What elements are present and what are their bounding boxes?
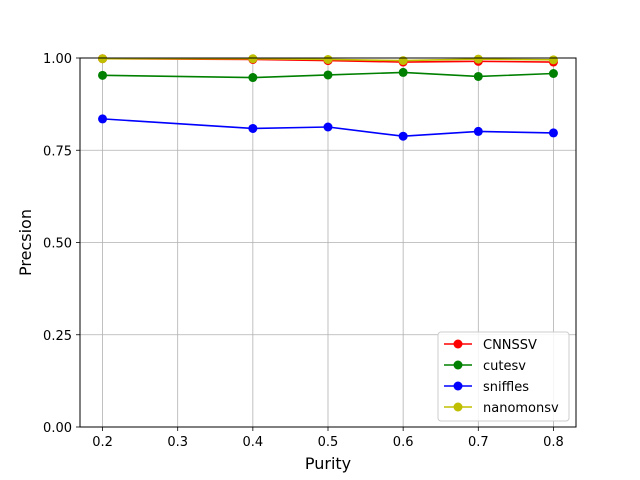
series-sniffles (98, 114, 558, 141)
y-tick-label: 0.50 (43, 237, 72, 252)
x-tick-label: 0.8 (543, 435, 564, 450)
legend-label-nanomonsv: nanomonsv (483, 401, 559, 416)
series-cutesv (98, 67, 558, 83)
legend-marker-cnnssv (453, 339, 463, 349)
series-line-cutesv (102, 71, 554, 79)
data-point-sniffles (548, 128, 558, 138)
y-tick-label: 0.00 (43, 421, 72, 436)
x-tick-label: 0.7 (468, 435, 489, 450)
legend-item-cutesv: cutesv (444, 359, 526, 374)
data-point-cutesv (473, 71, 483, 81)
data-point-nanomonsv (248, 54, 258, 64)
data-point-sniffles (398, 131, 408, 141)
axis-ticks: 0.2 0.3 0.4 0.5 0.6 0.7 0.8 0.00 0.25 0.50 0.75 1.0… (43, 52, 564, 450)
data-point-nanomonsv (323, 54, 333, 64)
x-tick-label: 0.3 (167, 435, 188, 450)
data-point-nanomonsv (98, 54, 108, 64)
data-point-sniffles (473, 126, 483, 136)
legend-item-sniffles: sniffles (444, 380, 529, 395)
legend-box (437, 331, 570, 422)
y-axis-label: Precsion (16, 209, 35, 276)
series-nanomonsv (98, 54, 558, 66)
y-tick-label: 0.75 (43, 144, 72, 159)
x-tick-label: 0.5 (318, 435, 339, 450)
data-point-cutesv (398, 67, 408, 77)
data-point-nanomonsv (473, 54, 483, 64)
legend-marker-nanomonsv (453, 402, 463, 412)
legend-marker-sniffles (453, 381, 463, 391)
legend-label-sniffles: sniffles (483, 380, 529, 395)
x-tick-label: 0.4 (243, 435, 264, 450)
legend-item-nanomonsv: nanomonsv (444, 401, 559, 416)
data-point-cutesv (548, 68, 558, 78)
legend-label-cnnssv: CNNSSV (483, 338, 537, 353)
data-point-sniffles (98, 114, 108, 124)
data-point-sniffles (323, 122, 333, 132)
x-tick-label: 0.2 (92, 435, 113, 450)
series-line-nanomonsv (102, 57, 554, 62)
legend-item-cnnssv: CNNSSV (444, 338, 537, 353)
legend: CNNSSV cutesv sniffles nanomonsv (437, 331, 570, 422)
data-point-cutesv (323, 70, 333, 80)
x-tick-label: 0.6 (393, 435, 414, 450)
y-tick-label: 0.25 (43, 329, 72, 344)
legend-label-cutesv: cutesv (483, 359, 526, 374)
data-point-cutesv (98, 70, 108, 80)
x-axis-label: Purity (305, 454, 351, 473)
series-line-sniffles (102, 118, 554, 138)
data-point-nanomonsv (398, 56, 408, 66)
data-point-nanomonsv (548, 55, 558, 65)
data-point-sniffles (248, 123, 258, 133)
series-layer (98, 54, 558, 141)
y-tick-label: 1.00 (43, 52, 72, 67)
legend-marker-cutesv (453, 360, 463, 370)
data-point-cutesv (248, 73, 258, 83)
